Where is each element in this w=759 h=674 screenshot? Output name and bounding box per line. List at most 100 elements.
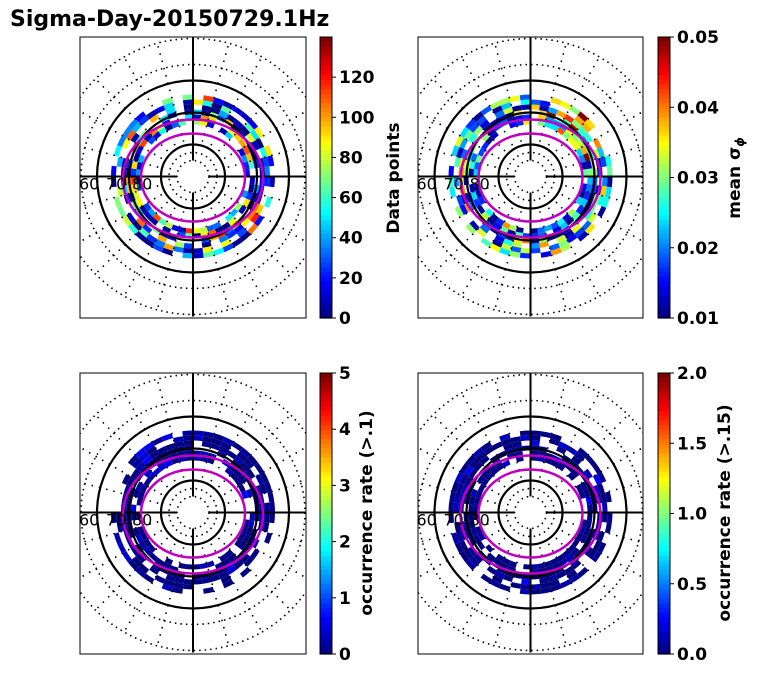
colorbar-frame (319, 36, 333, 319)
data-cell (171, 586, 183, 594)
data-cell (130, 468, 140, 479)
data-cell (468, 504, 474, 513)
colorbar-segment (320, 546, 332, 552)
data-cell (575, 484, 584, 493)
data-cell (499, 225, 509, 234)
data-cell (502, 221, 511, 230)
data-cell (139, 205, 148, 215)
colorbar-segment (320, 313, 332, 319)
data-cell (508, 121, 517, 129)
data-cell (149, 565, 160, 575)
colorbar-segment (658, 299, 670, 305)
colorbar-segment (658, 466, 670, 472)
colorbar-tick-label: 0.0 (677, 645, 707, 665)
data-cell (604, 155, 612, 167)
data-cell (126, 476, 135, 487)
data-cell (550, 123, 559, 132)
oval-inner (477, 132, 584, 223)
data-cell (210, 443, 221, 451)
data-cell (173, 246, 184, 253)
colorbar-segment (658, 438, 670, 444)
data-cell (113, 196, 122, 208)
colorbar-segment (320, 93, 332, 99)
latitude-label: 60 (417, 511, 437, 530)
data-cell (562, 549, 571, 558)
data-cell (202, 436, 213, 443)
data-cell (259, 147, 268, 158)
data-cell (239, 111, 251, 123)
data-cell (162, 225, 172, 234)
colorbar: 0.0 0.5 1.0 1.5 2.0 (657, 364, 707, 665)
data-cell (133, 488, 141, 498)
data-cell (121, 138, 131, 149)
data-cell (149, 114, 160, 124)
colorbar-segment (658, 252, 670, 258)
colorbar-segment (320, 65, 332, 71)
data-cell (262, 156, 270, 168)
colorbar-segment (320, 149, 332, 155)
data-cell (229, 472, 239, 481)
colorbar-tick-label: 120 (339, 68, 375, 88)
data-cell (490, 213, 499, 222)
data-cell (130, 512, 137, 521)
data-cell (556, 570, 567, 579)
data-cell (222, 100, 234, 110)
colorbar-segment (658, 37, 670, 43)
data-cell (499, 583, 511, 592)
data-cell (600, 492, 607, 504)
data-cell (550, 459, 559, 468)
data-cell (476, 451, 487, 462)
colorbar-segment (658, 182, 670, 188)
data-cell (161, 583, 174, 592)
data-cell (152, 213, 162, 222)
data-cell (559, 557, 569, 567)
data-cell (152, 131, 162, 140)
colorbar-segment (320, 457, 332, 463)
data-cell (182, 94, 193, 101)
colorbar-segment (320, 443, 332, 449)
data-cell (111, 176, 117, 188)
data-cell (224, 549, 234, 558)
data-cell (126, 129, 136, 141)
data-cell (585, 183, 592, 193)
data-cell (238, 205, 247, 215)
data-cell (234, 538, 243, 548)
data-cell (238, 138, 247, 148)
data-cell (577, 125, 588, 136)
data-cell (199, 226, 208, 233)
colorbar-segment (658, 419, 670, 426)
data-cell (571, 141, 580, 151)
data-cell (143, 573, 155, 584)
data-cell (131, 122, 143, 133)
data-cell (480, 237, 492, 248)
colorbar-segment (658, 621, 670, 627)
colorbar-segment (658, 499, 670, 505)
colorbar-segment (320, 382, 332, 388)
polar-plot: 60 70 80 (417, 36, 644, 319)
colorbar-segment (658, 74, 670, 80)
data-cell (495, 553, 505, 562)
data-cell (226, 114, 237, 124)
oval-inner (139, 468, 247, 559)
data-cell (485, 544, 494, 553)
colorbar-segment (658, 163, 670, 169)
data-cell (579, 198, 588, 208)
data-cell (157, 446, 168, 455)
data-cell (135, 145, 144, 155)
data-cell (201, 441, 212, 448)
data-cell (164, 459, 174, 468)
data-cell (155, 557, 165, 567)
data-cell (161, 97, 174, 106)
data-cell (486, 565, 497, 575)
data-cell (448, 512, 455, 524)
data-cell (583, 210, 593, 221)
colorbar-segment (658, 88, 670, 94)
data-cell (495, 463, 505, 472)
data-cell (137, 154, 145, 163)
colorbar-segment (658, 476, 670, 482)
data-cell (269, 501, 275, 513)
colorbar-segment (320, 644, 332, 650)
colorbar-segment (658, 597, 670, 604)
colorbar-segment (658, 527, 670, 533)
data-cell (182, 99, 193, 106)
